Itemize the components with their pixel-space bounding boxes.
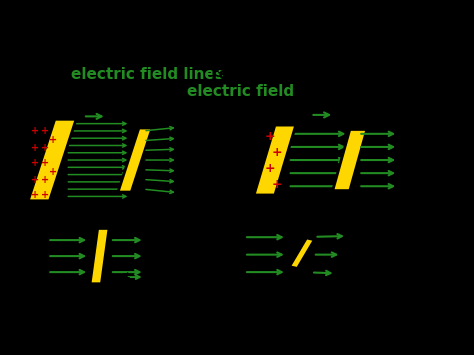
Text: represent the magnitude: represent the magnitude <box>206 67 427 82</box>
Text: +: + <box>41 126 49 136</box>
Text: .: . <box>298 84 303 99</box>
Text: $\Phi_E = \vec{E} \cdot \vec{A}$: $\Phi_E = \vec{E} \cdot \vec{A}$ <box>348 223 419 246</box>
Text: A: A <box>358 106 369 120</box>
Polygon shape <box>118 128 152 192</box>
Text: electric field lines: electric field lines <box>71 67 224 82</box>
Text: 1)  The: 1) The <box>12 67 77 82</box>
Polygon shape <box>333 130 367 191</box>
Text: +: + <box>265 130 275 143</box>
Text: $\theta$: $\theta$ <box>306 274 316 289</box>
Text: +: + <box>272 178 283 191</box>
Polygon shape <box>90 229 109 284</box>
Text: +: + <box>31 190 40 200</box>
Polygon shape <box>28 119 76 201</box>
Text: electric field: electric field <box>187 84 294 99</box>
Text: $\vec{E}$: $\vec{E}$ <box>121 273 130 290</box>
Text: +: + <box>41 158 49 168</box>
Text: +: + <box>31 175 40 185</box>
Text: A: A <box>293 213 304 227</box>
Text: +: + <box>41 175 49 185</box>
Text: +: + <box>31 126 40 136</box>
Text: What is Electric Flux?: What is Electric Flux? <box>110 39 364 59</box>
Text: +: + <box>49 167 57 177</box>
Text: $\vec{E}$: $\vec{E}$ <box>336 104 346 123</box>
Text: +: + <box>49 135 57 144</box>
Text: +: + <box>31 158 40 168</box>
Text: and direction of the: and direction of the <box>12 84 213 99</box>
Text: +: + <box>41 143 49 153</box>
Polygon shape <box>254 125 296 195</box>
Text: A: A <box>68 218 79 232</box>
Polygon shape <box>290 238 314 268</box>
Text: +: + <box>41 190 49 200</box>
Text: A: A <box>94 197 105 211</box>
Text: +: + <box>272 146 283 159</box>
Text: A: A <box>132 108 143 122</box>
Text: $= EA\cos\theta$: $= EA\cos\theta$ <box>348 248 426 264</box>
Text: $\vec{E}$: $\vec{E}$ <box>108 105 119 124</box>
Text: +: + <box>31 143 40 153</box>
Text: +: + <box>265 162 275 175</box>
Text: A: A <box>310 197 320 211</box>
